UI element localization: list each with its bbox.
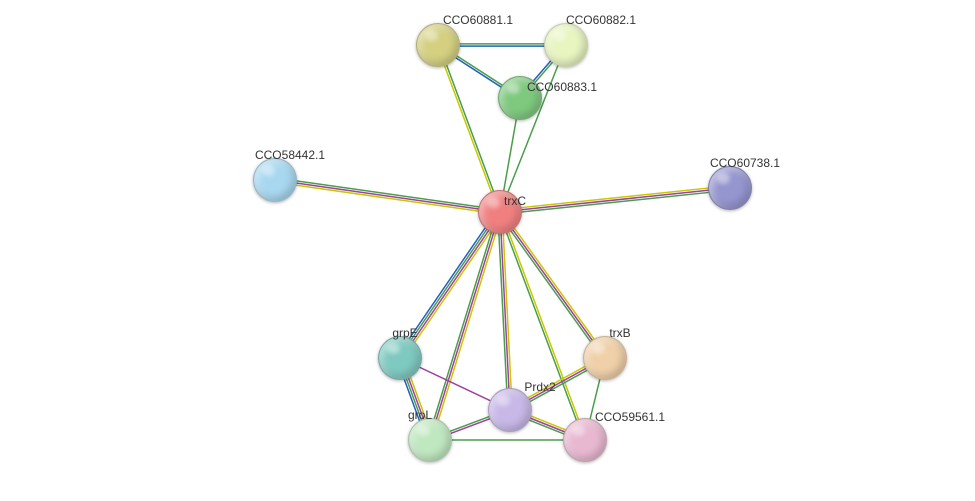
edge-line	[399, 211, 499, 357]
edge-line	[275, 182, 500, 214]
edge-line	[500, 212, 605, 358]
edge-line	[403, 214, 503, 360]
edge-line	[275, 180, 500, 212]
network-edges	[0, 0, 975, 501]
edge-line	[500, 212, 510, 410]
node-CCO60882[interactable]	[544, 23, 588, 67]
node-CCO58442[interactable]	[253, 158, 297, 202]
node-trxB[interactable]	[583, 336, 627, 380]
node-CCO59561[interactable]	[563, 418, 607, 462]
edge-line	[500, 190, 730, 214]
edge-line	[439, 45, 501, 212]
edge-line	[437, 45, 499, 212]
node-label: CCO59561.1	[595, 410, 665, 424]
network-diagram: trxCCCO60881.1CCO60882.1CCO60883.1CCO584…	[0, 0, 975, 501]
node-CCO60881[interactable]	[416, 23, 460, 67]
node-grpE[interactable]	[378, 336, 422, 380]
node-label: Prdx2	[524, 380, 555, 394]
node-groL[interactable]	[408, 418, 452, 462]
edge-line	[500, 188, 730, 212]
node-label: CCO60881.1	[443, 13, 513, 27]
edge-line	[498, 213, 603, 359]
node-CCO60738[interactable]	[708, 166, 752, 210]
edge-line	[500, 186, 730, 210]
edge-line	[397, 210, 497, 356]
node-Prdx2[interactable]	[488, 388, 532, 432]
edge-line	[502, 212, 512, 410]
edge-line	[401, 213, 501, 359]
edge-line	[275, 178, 500, 210]
edge-line	[502, 211, 607, 357]
edge-line	[498, 212, 508, 410]
edge-line	[500, 45, 566, 212]
node-trxC[interactable]	[478, 190, 522, 234]
node-CCO60883[interactable]	[498, 76, 542, 120]
